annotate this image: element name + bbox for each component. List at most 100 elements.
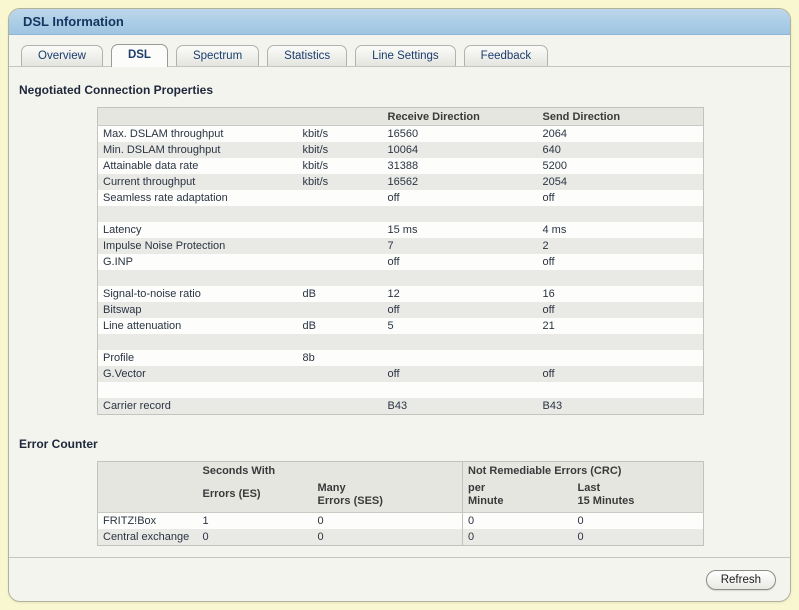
window-titlebar: DSL Information [9, 9, 790, 35]
row-unit: kbit/s [302, 176, 329, 188]
error-counter-table: Seconds With Not Remediable Errors (CRC)… [97, 461, 705, 546]
row-receive-value: 31388 [387, 160, 419, 172]
table-row: FRITZ!Box 1 0 0 0 [97, 512, 704, 529]
col-header-empty [97, 479, 198, 513]
group-header-seconds-with: Seconds With [202, 464, 276, 477]
row-unit [298, 190, 383, 206]
row-receive-value [383, 350, 538, 366]
row-label: Max. DSLAM throughput [103, 128, 224, 140]
section-title-error-counter: Error Counter [19, 437, 98, 451]
col-header-errors-es: Errors (ES) [197, 479, 313, 513]
row-receive-value: off [387, 256, 400, 268]
error-table-group-header: Seconds With Not Remediable Errors (CRC) [97, 461, 704, 480]
row-unit [298, 222, 383, 238]
row-per-minute-value: 0 [462, 528, 573, 545]
row-receive-value: 7 [387, 240, 394, 252]
tab-content: Negotiated Connection Properties Receive… [9, 67, 790, 557]
row-send-value: off [542, 192, 555, 204]
row-send-value: 640 [542, 144, 561, 156]
tab-line-settings[interactable]: Line Settings [355, 45, 456, 66]
connection-properties-table: Receive Direction Send Direction Max. DS… [97, 107, 704, 415]
row-label: Signal-to-noise ratio [103, 288, 201, 300]
page-title: DSL Information [23, 14, 124, 29]
spacer-row [97, 334, 704, 350]
row-receive-value: 15 ms [387, 224, 418, 236]
tab-spectrum[interactable]: Spectrum [175, 45, 260, 66]
table-row: Seamless rate adaptation off off [97, 190, 704, 206]
row-send-value: 2 [542, 240, 549, 252]
spacer-row [97, 382, 704, 398]
row-label: Seamless rate adaptation [103, 192, 228, 204]
row-label: Impulse Noise Protection [103, 240, 226, 252]
row-label: Latency [103, 224, 142, 236]
header-empty-label [97, 107, 298, 126]
table-row: Latency 15 ms 4 ms [97, 222, 704, 238]
connection-table-header: Receive Direction Send Direction [97, 107, 704, 126]
tab-overview[interactable]: Overview [21, 45, 103, 66]
row-last-15-value: 0 [577, 514, 584, 527]
table-row: Max. DSLAM throughput kbit/s 16560 2064 [97, 125, 704, 142]
footer-bar: Refresh [9, 557, 790, 601]
row-unit: kbit/s [302, 144, 329, 156]
table-row: Carrier record B43 B43 [97, 398, 704, 415]
table-row: Impulse Noise Protection 7 2 [97, 238, 704, 254]
row-label: Min. DSLAM throughput [103, 144, 221, 156]
dsl-information-window: DSL Information Overview DSL Spectrum St… [8, 8, 791, 602]
row-label: G.Vector [103, 368, 146, 380]
row-send-value: off [542, 304, 555, 316]
row-unit [298, 302, 383, 318]
table-row: Bitswap off off [97, 302, 704, 318]
row-unit [298, 254, 383, 270]
row-label: Bitswap [103, 304, 142, 316]
col-header-per-minute: per Minute [462, 479, 573, 513]
row-label: Profile [103, 352, 135, 364]
row-unit: dB [302, 320, 316, 332]
table-row: Profile 8b [97, 350, 704, 366]
row-unit [298, 398, 383, 415]
row-send-value: 5200 [542, 160, 567, 172]
spacer-row [97, 270, 704, 286]
section-title-connection: Negotiated Connection Properties [19, 83, 214, 97]
header-receive-direction: Receive Direction [382, 107, 538, 126]
tab-bar: Overview DSL Spectrum Statistics Line Se… [9, 35, 790, 67]
row-label: Current throughput [103, 176, 196, 188]
row-receive-value: 16562 [387, 176, 419, 188]
row-unit: kbit/s [302, 128, 329, 140]
refresh-button[interactable]: Refresh [705, 569, 776, 590]
table-row: Central exchange 0 0 0 0 [97, 528, 704, 545]
row-receive-value: off [387, 192, 400, 204]
table-row: Current throughput kbit/s 16562 2054 [97, 174, 704, 190]
row-unit: kbit/s [302, 160, 329, 172]
row-send-value: 2064 [542, 128, 567, 140]
header-send-direction: Send Direction [537, 107, 704, 126]
row-receive-value: 10064 [387, 144, 419, 156]
row-label: Attainable data rate [103, 160, 199, 172]
row-es-value: 0 [202, 530, 209, 543]
tab-statistics[interactable]: Statistics [267, 45, 348, 66]
col-header-last-15-minutes: Last 15 Minutes [572, 479, 704, 513]
row-receive-value: 16560 [387, 128, 419, 140]
row-unit [298, 238, 383, 254]
table-row: G.Vector off off [97, 366, 704, 382]
table-row: Line attenuation dB 5 21 [97, 318, 704, 334]
row-label: Carrier record [103, 400, 171, 412]
row-unit: 8b [302, 352, 315, 364]
table-row: G.INP off off [97, 254, 704, 270]
group-header-crc: Not Remediable Errors (CRC) [462, 461, 704, 480]
row-ses-value: 0 [317, 514, 324, 527]
row-receive-value: 5 [387, 320, 394, 332]
row-unit: dB [302, 288, 316, 300]
row-per-minute-value: 0 [462, 512, 573, 529]
tab-feedback[interactable]: Feedback [463, 45, 549, 66]
row-unit [298, 366, 383, 382]
tab-dsl[interactable]: DSL [110, 44, 168, 67]
row-ses-value: 0 [317, 530, 324, 543]
row-send-value [538, 350, 704, 366]
row-send-value: 2054 [542, 176, 567, 188]
row-label: G.INP [103, 256, 133, 268]
col-header-many-errors-ses: Many Errors (SES) [312, 479, 463, 513]
error-table-column-header: Errors (ES) Many Errors (SES) per Minute L… [97, 479, 704, 513]
spacer-row [97, 206, 704, 222]
table-row: Min. DSLAM throughput kbit/s 10064 640 [97, 142, 704, 158]
row-es-value: 1 [202, 514, 209, 527]
